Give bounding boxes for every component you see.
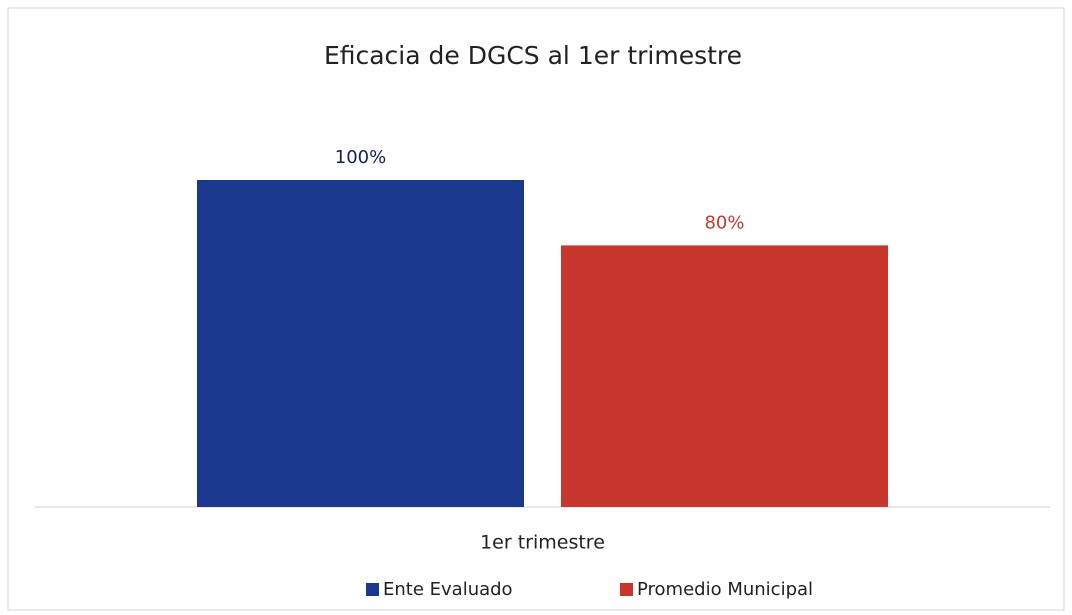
legend-swatch <box>620 583 633 596</box>
legend-swatch <box>366 583 379 596</box>
legend-label: Promedio Municipal <box>637 579 813 600</box>
x-tick-label: 1er trimestre <box>480 532 605 554</box>
chart-title: Eficacia de DGCS al 1er trimestre <box>324 41 742 70</box>
bar <box>197 180 524 507</box>
data-label: 100% <box>335 147 386 168</box>
legend-label: Ente Evaluado <box>383 579 513 600</box>
bar <box>561 245 888 507</box>
chart-frame <box>7 7 1065 611</box>
data-label: 80% <box>704 212 744 233</box>
